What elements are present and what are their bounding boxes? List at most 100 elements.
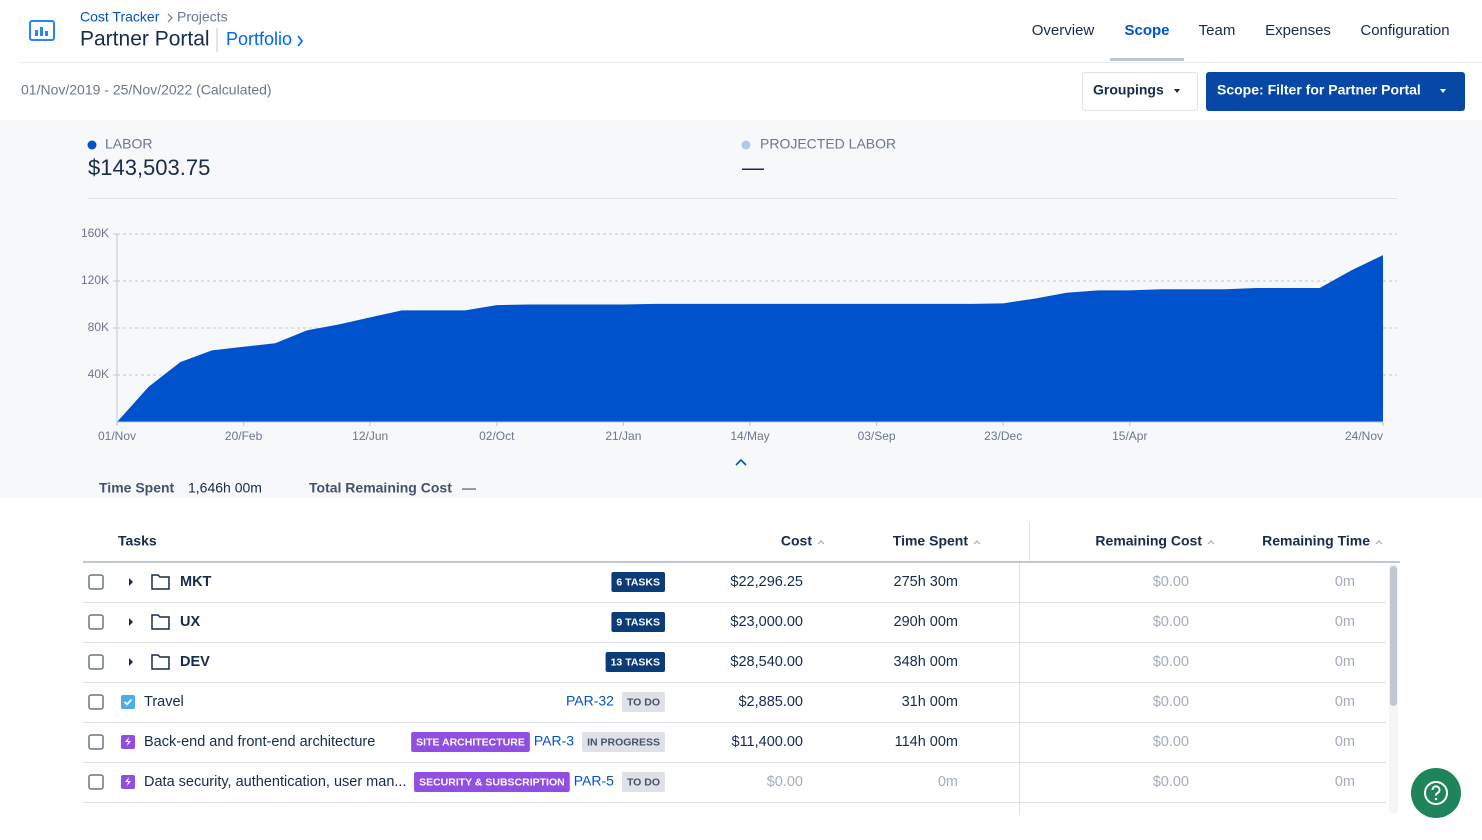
row-checkbox[interactable] xyxy=(89,775,103,789)
label-badge: SITE ARCHITECTURE xyxy=(416,736,525,748)
remaining-cost-cell: $0.00 xyxy=(1153,574,1189,590)
remaining-time-cell: 0m xyxy=(1335,574,1355,590)
remaining-time-cell: 0m xyxy=(1335,614,1355,630)
row-checkbox[interactable] xyxy=(89,615,103,629)
remaining-time-cell: 0m xyxy=(1335,694,1355,710)
time-cell: 275h 30m xyxy=(894,574,959,590)
portfolio-link[interactable]: Portfolio xyxy=(226,29,292,49)
issue-name[interactable]: Back-end and front-end architecture xyxy=(144,734,375,750)
task-count-badge: 13 TASKS xyxy=(611,656,660,668)
cost-cell: $11,400.00 xyxy=(732,734,804,750)
x-tick-label: 01/Nov xyxy=(98,429,136,443)
time-cell: 114h 00m xyxy=(895,734,958,750)
app-logo xyxy=(30,21,54,40)
breadcrumb-separator xyxy=(168,14,172,22)
group-name[interactable]: MKT xyxy=(180,574,212,590)
sort-icon xyxy=(974,541,980,544)
projected-value: — xyxy=(742,155,764,180)
remaining-time-cell: 0m xyxy=(1335,734,1355,750)
issue-name[interactable]: Data security, authentication, user man.… xyxy=(144,774,406,790)
y-tick-label: 80K xyxy=(88,320,109,334)
remaining-cost-cell: $0.00 xyxy=(1153,734,1189,750)
x-tick-label: 03/Sep xyxy=(858,429,896,443)
nav-tabs: Overview Scope Team Expenses Configuration xyxy=(1032,22,1450,61)
issue-name[interactable]: Travel xyxy=(144,694,184,710)
task-count-badge: 9 TASKS xyxy=(616,616,660,628)
stat-label: Total Remaining Cost xyxy=(309,480,452,496)
x-tick-label: 15/Apr xyxy=(1112,429,1147,443)
row-checkbox[interactable] xyxy=(89,575,103,589)
time-cell: 0m xyxy=(938,774,958,790)
status-badge: IN PROGRESS xyxy=(587,736,660,748)
row-checkbox[interactable] xyxy=(89,695,103,709)
remaining-cost-cell: $0.00 xyxy=(1153,614,1189,630)
expand-caret[interactable] xyxy=(129,578,133,586)
labor-label: LABOR xyxy=(105,136,152,152)
cost-cell: $2,885.00 xyxy=(738,694,803,710)
issue-type-icon xyxy=(121,695,135,709)
y-tick-label: 160K xyxy=(81,226,109,240)
task-count-badge: 6 TASKS xyxy=(616,576,660,588)
help-button[interactable] xyxy=(1411,768,1461,818)
cost-cell: $22,296.25 xyxy=(730,574,803,590)
sort-icon xyxy=(1208,541,1214,544)
groupings-label[interactable]: Groupings xyxy=(1093,82,1164,98)
row-checkbox[interactable] xyxy=(89,735,103,749)
status-badge: TO DO xyxy=(627,696,660,708)
project-title: Partner Portal xyxy=(80,28,210,51)
remaining-cost-cell: $0.00 xyxy=(1153,774,1189,790)
breadcrumb-link[interactable]: Cost Tracker xyxy=(80,9,160,25)
folder-icon xyxy=(152,575,169,589)
x-tick-label: 14/May xyxy=(730,429,769,443)
breadcrumb-link[interactable]: Projects xyxy=(177,9,228,25)
nav-tab[interactable]: Overview xyxy=(1032,22,1095,39)
expand-caret[interactable] xyxy=(129,658,133,666)
status-badge: TO DO xyxy=(627,776,660,788)
remaining-cost-cell: $0.00 xyxy=(1153,654,1189,670)
cost-cell: $0.00 xyxy=(767,774,803,790)
row-checkbox[interactable] xyxy=(89,655,103,669)
column-header[interactable]: Remaining Cost xyxy=(1095,533,1202,549)
labor-value: $143,503.75 xyxy=(88,155,210,180)
stat-value: — xyxy=(462,480,476,496)
stat-value: 1,646h 00m xyxy=(188,480,262,496)
group-name[interactable]: UX xyxy=(180,614,200,630)
y-tick-label: 40K xyxy=(88,367,109,381)
remaining-time-cell: 0m xyxy=(1335,654,1355,670)
column-header[interactable]: Remaining Time xyxy=(1262,533,1370,549)
time-cell: 31h 00m xyxy=(902,694,958,710)
y-tick-label: 120K xyxy=(81,273,109,287)
date-range: 01/Nov/2019 - 25/Nov/2022 (Calculated) xyxy=(21,82,272,98)
tasks-table: Tasks Cost Time Spent Remaining Cost Remaini… xyxy=(83,522,1400,815)
issue-key[interactable]: PAR-32 xyxy=(566,693,614,709)
nav-tab[interactable]: Configuration xyxy=(1360,22,1449,39)
x-tick-label: 23/Dec xyxy=(984,429,1022,443)
legend-dot xyxy=(742,141,751,150)
x-tick-label: 21/Jan xyxy=(605,429,641,443)
remaining-cost-cell: $0.00 xyxy=(1153,694,1189,710)
sort-icon xyxy=(1376,541,1382,544)
issue-key[interactable]: PAR-5 xyxy=(574,773,614,789)
column-header[interactable]: Cost xyxy=(781,533,812,549)
column-header: Tasks xyxy=(118,533,157,549)
scrollbar-thumb[interactable] xyxy=(1390,566,1397,706)
cost-cell: $28,540.00 xyxy=(730,654,803,670)
group-name[interactable]: DEV xyxy=(180,654,210,670)
cost-cell: $23,000.00 xyxy=(730,614,803,630)
nav-tab[interactable]: Scope xyxy=(1124,22,1169,39)
nav-tab[interactable]: Team xyxy=(1199,22,1236,39)
issue-key[interactable]: PAR-3 xyxy=(534,733,574,749)
nav-tab[interactable]: Expenses xyxy=(1265,22,1331,39)
projected-label: PROJECTED LABOR xyxy=(760,136,896,152)
x-tick-label: 20/Feb xyxy=(225,429,263,443)
sort-icon xyxy=(818,541,824,544)
x-tick-label: 24/Nov xyxy=(1345,429,1383,443)
scope-filter-label[interactable]: Scope: Filter for Partner Portal xyxy=(1217,82,1421,98)
legend-dot xyxy=(88,141,97,150)
expand-caret[interactable] xyxy=(129,618,133,626)
time-cell: 290h 00m xyxy=(894,614,959,630)
column-header[interactable]: Time Spent xyxy=(893,533,969,549)
folder-icon xyxy=(152,615,169,629)
